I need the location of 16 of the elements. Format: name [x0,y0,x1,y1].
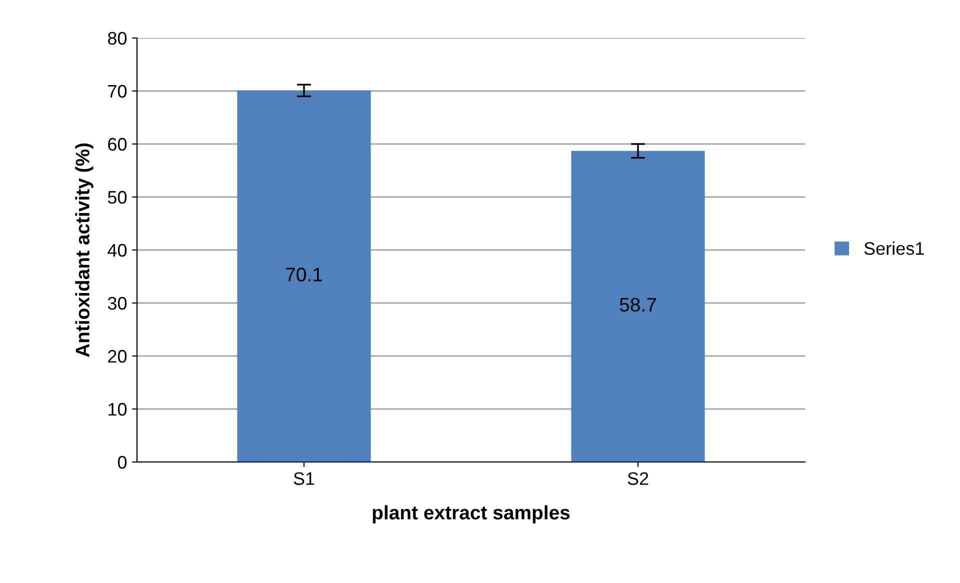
legend-label: Series1 [864,242,924,255]
y-tick-label: 80 [108,32,127,45]
y-tick-label: 70 [108,84,127,98]
x-tick-label: S1 [294,472,314,485]
y-tick-label: 40 [108,244,127,257]
y-tick-label: 10 [108,402,127,416]
y-tick-label: 30 [108,296,127,310]
y-tick-label: 20 [108,350,127,363]
data-label: 58.7 [620,298,656,312]
x-axis-title: plant extract samples [372,505,570,524]
y-tick-label: 50 [108,190,127,204]
y-tick-label: 60 [108,138,127,151]
x-tick-label: S2 [628,472,648,485]
y-tick-label: 0 [118,456,127,469]
data-label: 70.1 [286,268,322,282]
y-axis-title: Antioxidant activity (%) [75,143,94,358]
